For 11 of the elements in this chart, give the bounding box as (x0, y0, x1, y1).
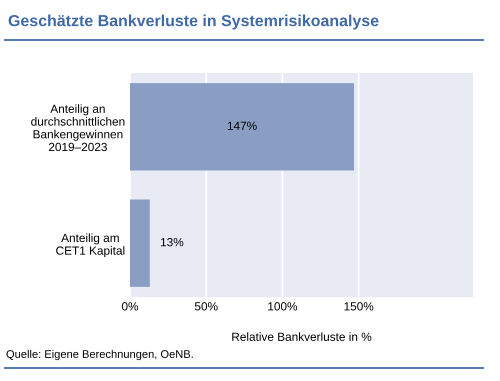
source-note: Quelle: Eigene Berechnungen, OeNB. (6, 350, 193, 360)
x-tick-label: 50% (194, 302, 218, 311)
data-label: 13% (161, 238, 184, 246)
x-tick-label: 100% (268, 302, 298, 311)
chart-title: Geschätzte Bankverluste in Systemrisikoanalyse (8, 14, 379, 30)
y-tick-label: Anteilig am CET1 Kapital (56, 233, 124, 258)
y-tick-label: Anteilig an durchschnittlichen Bankengewinnen 2019–2023 (31, 104, 124, 152)
x-tick-label: 0% (122, 302, 138, 311)
x-tick-label: 150% (344, 302, 374, 311)
data-label: 147% (228, 122, 257, 130)
x-axis-title: Relative Bankverluste in % (232, 332, 372, 341)
